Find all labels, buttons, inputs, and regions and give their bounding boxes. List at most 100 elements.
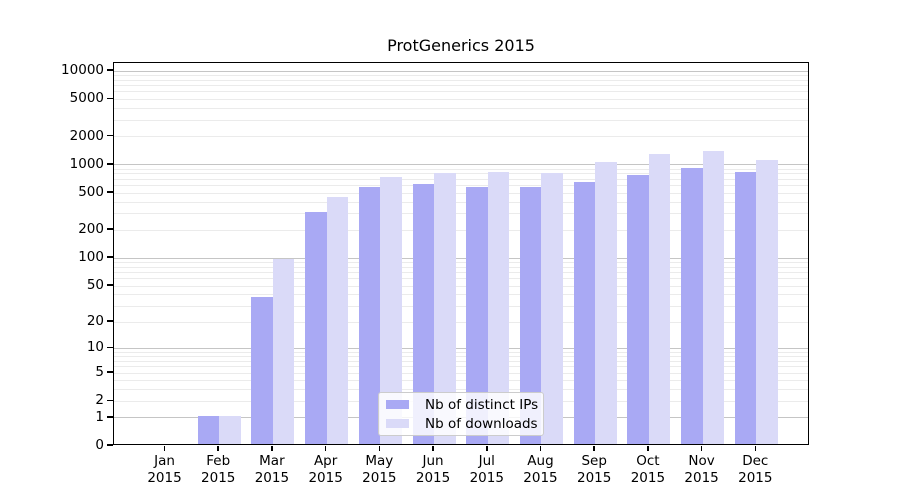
gridline-minor-9000 — [114, 74, 808, 76]
y-tick-label-1000: 1000 — [69, 155, 104, 172]
gridline-minor-7 — [114, 360, 808, 362]
y-tick-20 — [107, 320, 113, 322]
x-tick-label-aug: Aug 2015 — [510, 453, 570, 487]
y-tick-label-2: 2 — [95, 392, 104, 409]
plot-area — [113, 62, 809, 445]
y-tick-label-100: 100 — [78, 249, 104, 266]
legend-swatch-downloads — [386, 418, 409, 429]
x-tick-year-nov: 2015 — [684, 470, 719, 486]
gridline-minor-7000 — [114, 85, 808, 87]
gridline-minor-300 — [114, 213, 808, 215]
y-tick-200 — [107, 228, 113, 230]
gridline-minor-50 — [114, 285, 808, 287]
gridline-minor-30 — [114, 305, 808, 307]
bar-distinct-ips-aug — [519, 186, 542, 444]
gridline-minor-60 — [114, 278, 808, 280]
y-tick-label-200: 200 — [78, 221, 104, 238]
gridline-minor-800 — [114, 173, 808, 175]
gridline-minor-4000 — [114, 107, 808, 109]
x-tick-label-apr: Apr 2015 — [296, 453, 356, 487]
gridline-minor-4 — [114, 380, 808, 381]
bar-distinct-ips-jun — [412, 184, 435, 444]
x-tick-year-jun: 2015 — [415, 470, 451, 486]
gridline-minor-9 — [114, 351, 808, 353]
x-tick-label-oct: Oct 2015 — [618, 453, 678, 487]
x-tick-label-jan: Jan 2015 — [135, 453, 195, 487]
y-tick-0 — [107, 444, 113, 446]
x-tick-year-may: 2015 — [362, 470, 397, 486]
x-tick-jan — [163, 446, 166, 451]
x-tick-label-nov: Nov 2015 — [672, 453, 732, 487]
x-tick-year-jan: 2015 — [147, 470, 182, 486]
x-tick-year-apr: 2015 — [308, 470, 343, 486]
gridline-minor-80 — [114, 266, 808, 268]
legend-row-distinct-ips: Nb of distinct IPs — [386, 397, 538, 413]
x-tick-year-feb: 2015 — [201, 470, 236, 486]
gridline-minor-600 — [114, 185, 808, 187]
bar-downloads-jun — [434, 172, 456, 444]
x-tick-year-oct: 2015 — [630, 470, 666, 486]
gridline-minor-5000 — [114, 98, 808, 100]
bar-downloads-aug — [541, 172, 563, 444]
x-tick-mar — [271, 446, 273, 451]
x-tick-year-mar: 2015 — [254, 470, 290, 486]
bar-distinct-ips-may — [358, 186, 381, 444]
y-tick-label-10000: 10000 — [61, 62, 104, 79]
legend-label-downloads: Nb of downloads — [425, 415, 538, 432]
y-tick-100 — [107, 256, 113, 258]
gridline-minor-500 — [114, 192, 808, 194]
y-tick-label-5000: 5000 — [69, 90, 104, 107]
y-tick-label-1: 1 — [95, 408, 104, 425]
y-tick-label-500: 500 — [78, 184, 104, 201]
y-tick-label-5: 5 — [95, 364, 104, 381]
gridline-minor-700 — [114, 178, 808, 180]
y-tick-50 — [107, 284, 113, 286]
bar-downloads-dec — [756, 160, 778, 444]
y-tick-10000 — [107, 69, 113, 71]
y-tick-2 — [107, 399, 113, 402]
x-tick-year-sep: 2015 — [576, 470, 612, 486]
chart-title: ProtGenerics 2015 — [387, 36, 535, 55]
bar-downloads-sep — [595, 162, 617, 444]
bar-downloads-may — [380, 177, 402, 444]
y-tick-label-20: 20 — [86, 313, 104, 330]
y-tick-label-0: 0 — [95, 437, 104, 453]
x-tick-nov — [700, 446, 703, 451]
bar-distinct-ips-sep — [573, 181, 596, 444]
gridline-minor-8000 — [114, 79, 808, 81]
bar-distinct-ips-jul — [466, 186, 488, 444]
x-tick-apr — [324, 446, 327, 451]
x-tick-sep — [593, 446, 595, 451]
bar-distinct-ips-dec — [734, 171, 757, 444]
gridline-minor-40 — [114, 294, 808, 296]
bar-distinct-ips-feb — [197, 415, 220, 444]
gridline-minor-900 — [114, 168, 808, 170]
x-tick-oct — [647, 446, 649, 451]
x-tick-year-dec: 2015 — [738, 470, 773, 486]
bar-distinct-ips-mar — [251, 297, 273, 444]
x-tick-feb — [217, 446, 219, 451]
y-tick-1 — [107, 416, 113, 418]
y-tick-5 — [107, 371, 113, 373]
gridline-minor-70 — [114, 272, 808, 274]
legend-row-downloads: Nb of downloads — [386, 415, 538, 432]
x-tick-jul — [486, 446, 488, 451]
x-tick-year-jul: 2015 — [469, 470, 504, 486]
gridline-minor-8 — [114, 356, 808, 358]
gridline-minor-2000 — [114, 136, 808, 138]
x-tick-label-may: May 2015 — [349, 453, 409, 487]
x-tick-label-jun: Jun 2015 — [403, 453, 463, 487]
gridline-minor-5 — [114, 372, 808, 374]
gridline-major-1000 — [114, 164, 808, 166]
y-tick-label-50: 50 — [86, 277, 104, 293]
bar-downloads-mar — [272, 259, 295, 444]
x-tick-year-aug: 2015 — [523, 470, 558, 486]
y-tick-10 — [107, 346, 113, 349]
x-tick-label-mar: Mar 2015 — [242, 453, 302, 487]
bar-distinct-ips-nov — [681, 167, 703, 444]
x-tick-may — [378, 446, 381, 451]
bar-distinct-ips-apr — [305, 211, 327, 444]
bar-downloads-apr — [326, 197, 349, 444]
gridline-minor-20 — [114, 321, 808, 323]
